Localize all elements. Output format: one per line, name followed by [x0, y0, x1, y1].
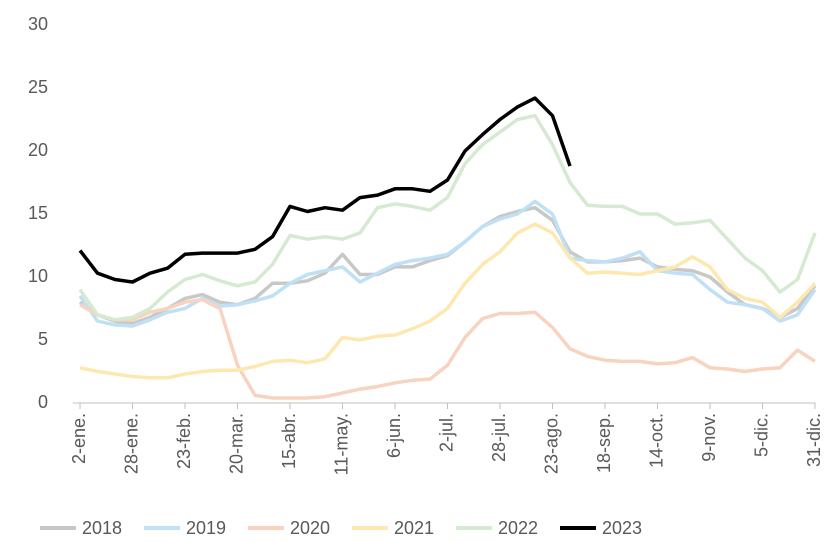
x-tick-label: 18-sep.	[594, 413, 614, 473]
x-tick-label: 9-nov.	[699, 413, 719, 462]
legend-label: 2023	[602, 518, 642, 538]
series-line	[79, 297, 816, 400]
y-tick-label: 10	[28, 266, 48, 286]
x-tick-label: 23-feb.	[174, 413, 194, 469]
legend-label: 2022	[498, 518, 538, 538]
x-tick-label: 2-jul.	[436, 413, 456, 452]
y-tick-label: 0	[38, 392, 48, 412]
y-tick-label: 30	[28, 14, 48, 34]
series-line	[78, 96, 572, 284]
x-tick-label: 14-oct.	[646, 413, 666, 468]
y-tick-label: 15	[28, 203, 48, 223]
y-tick-label: 20	[28, 140, 48, 160]
legend-label: 2020	[290, 518, 330, 538]
series-line	[78, 113, 817, 322]
series-line	[79, 222, 817, 380]
legend-label: 2021	[394, 518, 434, 538]
x-tick-label: 15-abr.	[279, 413, 299, 469]
x-tick-label: 28-ene.	[121, 413, 141, 474]
y-tick-label: 25	[28, 77, 48, 97]
x-tick-label: 11-may.	[331, 413, 351, 475]
x-tick-label: 20-mar.	[226, 413, 246, 474]
x-tick-label: 2-ene.	[69, 413, 89, 464]
legend-label: 2018	[82, 518, 122, 538]
x-tick-label: 28-jul.	[489, 413, 509, 462]
y-tick-label: 5	[38, 329, 48, 349]
x-tick-label: 5-dic.	[751, 413, 771, 457]
x-tick-label: 6-jun.	[384, 413, 404, 458]
x-tick-label: 23-ago.	[541, 413, 561, 474]
x-tick-label: 31-dic.	[804, 413, 824, 467]
legend-label: 2019	[186, 518, 226, 538]
